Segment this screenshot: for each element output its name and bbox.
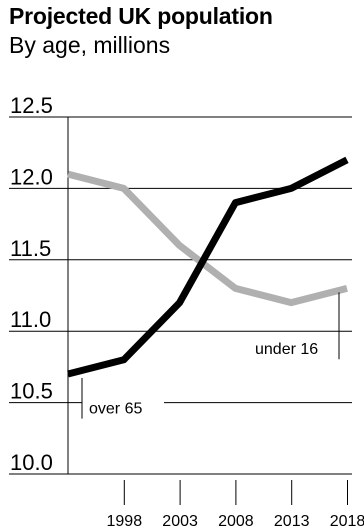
chart-title: Projected UK population xyxy=(9,3,273,29)
y-tick-label: 10.5 xyxy=(10,379,53,404)
label-bg xyxy=(82,394,164,417)
y-axis-labels: 10.0 10.5 11.0 11.5 12.0 12.5 xyxy=(10,93,53,475)
x-tick-label: 2008 xyxy=(218,513,254,529)
chart-subtitle: By age, millions xyxy=(9,32,171,58)
series-labels: over 65 under 16 xyxy=(81,292,340,419)
x-tick-label: 2018 xyxy=(330,513,364,529)
series-line-under-16 xyxy=(67,170,348,307)
gridlines xyxy=(9,116,352,475)
series-label-under-16: under 16 xyxy=(255,341,318,358)
label-bg xyxy=(250,335,336,358)
series-lines xyxy=(67,156,349,378)
y-tick-label: 12.0 xyxy=(10,164,53,189)
x-tick-label: 2013 xyxy=(274,513,310,529)
x-axis: 1998 2003 2008 2013 2018 xyxy=(107,480,364,529)
x-tick-label: 1998 xyxy=(107,513,143,529)
series-label-over-65: over 65 xyxy=(89,401,142,418)
series-line-over-65 xyxy=(67,156,349,378)
y-tick-label: 11.0 xyxy=(10,307,51,332)
y-tick-label: 11.5 xyxy=(10,236,51,261)
y-tick-label: 10.0 xyxy=(10,450,53,475)
y-tick-label: 12.5 xyxy=(10,93,53,118)
x-tick-label: 2003 xyxy=(162,513,198,529)
